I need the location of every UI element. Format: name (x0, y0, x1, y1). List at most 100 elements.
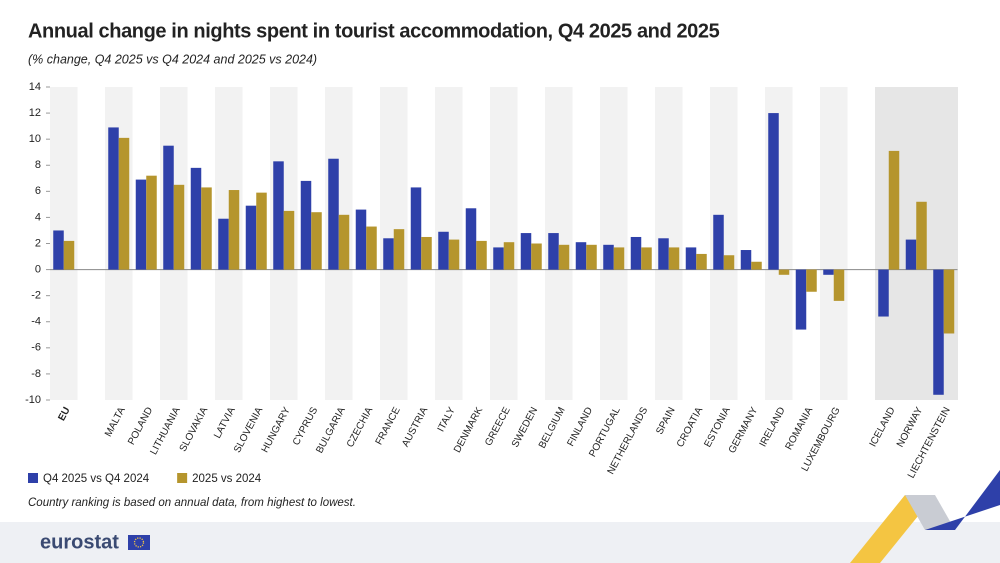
bar (751, 261, 762, 270)
decor (850, 495, 935, 563)
y-tick-label: 2 (35, 237, 41, 249)
bar (768, 113, 779, 270)
chart-title: Annual change in nights spent in tourist… (28, 20, 720, 42)
x-tick-label: CROATIA (675, 405, 705, 449)
bar (338, 214, 350, 270)
y-tick-label: -4 (31, 316, 41, 328)
bar (586, 244, 597, 270)
bar (228, 190, 240, 270)
bar (493, 247, 504, 270)
bar (878, 269, 889, 317)
x-tick-label: POLAND (126, 405, 155, 446)
x-tick-label: IRELAND (758, 405, 788, 448)
x-tick-label: GREECE (483, 405, 513, 448)
chart-subtitle: (% change, Q4 2025 vs Q4 2024 and 2025 v… (28, 52, 317, 66)
legend-label: Q4 2025 vs Q4 2024 (43, 473, 150, 485)
x-tick-label: BULGARIA (314, 405, 348, 455)
bar (723, 255, 735, 270)
bar (575, 242, 587, 270)
bar (806, 269, 817, 292)
x-tick-label: FINLAND (565, 405, 595, 448)
bar (685, 247, 697, 270)
bar (421, 236, 432, 270)
bar (465, 208, 477, 270)
bar (778, 269, 790, 275)
x-tick-label: FRANCE (374, 405, 403, 447)
y-tick-label: 8 (35, 159, 41, 171)
bar (118, 137, 130, 270)
x-tick-label: SPAIN (654, 405, 677, 436)
bar (163, 145, 174, 270)
y-tick-label: 6 (35, 185, 41, 197)
y-tick-label: -8 (31, 368, 41, 380)
bar (146, 175, 157, 270)
bar (438, 231, 449, 270)
bar (135, 179, 147, 270)
x-tick-label: ROMANIA (784, 405, 816, 452)
note: Country ranking is based on annual data,… (28, 497, 356, 509)
x-tick-label: EU (56, 405, 72, 422)
bar (696, 253, 707, 270)
bar (795, 269, 807, 330)
bar (201, 187, 212, 270)
x-tick-label: GERMANY (727, 405, 761, 455)
bar (613, 247, 625, 270)
stripe (820, 87, 848, 400)
bar (740, 250, 752, 270)
x-tick-label: SWEDEN (510, 405, 540, 449)
bar (943, 269, 955, 334)
y-tick-label: 4 (35, 211, 41, 223)
bar (63, 240, 75, 270)
legend-swatch (28, 473, 38, 483)
y-tick-label: -6 (31, 342, 41, 354)
y-tick-label: 0 (35, 263, 41, 275)
bar (328, 158, 339, 270)
bar (548, 233, 559, 270)
y-tick-label: 10 (29, 133, 41, 145)
bar (833, 269, 845, 301)
bar (410, 187, 422, 270)
bar (476, 240, 487, 270)
bar (916, 201, 927, 270)
bar (658, 238, 669, 270)
x-tick-label: BELGIUM (537, 405, 568, 450)
bar (713, 214, 724, 270)
bar (173, 184, 185, 270)
bar (108, 127, 119, 270)
bar (668, 247, 680, 270)
legend-label: 2025 vs 2024 (192, 473, 262, 485)
x-tick-label: ESTONIA (702, 405, 732, 449)
bar (823, 269, 834, 275)
bar (245, 205, 257, 270)
y-tick-label: 14 (29, 81, 41, 93)
x-tick-label: DENMARK (452, 405, 485, 455)
x-tick-label: SLOVAKIA (178, 405, 211, 453)
logo: eurostat (40, 531, 119, 553)
x-tick-label: HUNGARY (260, 405, 293, 454)
bar (53, 230, 64, 270)
bar (393, 229, 405, 270)
stripe (600, 87, 628, 400)
bar (283, 210, 295, 270)
bar (531, 243, 542, 270)
bar (311, 212, 322, 270)
x-tick-label: CZECHIA (345, 405, 375, 449)
y-tick-label: -10 (25, 394, 41, 406)
x-tick-label: AUSTRIA (400, 405, 430, 449)
bar (888, 150, 900, 270)
bar (558, 244, 570, 270)
x-tick-label: LATVIA (212, 405, 238, 440)
bar (520, 233, 532, 270)
bar (448, 239, 460, 270)
bar (190, 167, 202, 270)
eu-flag (128, 535, 150, 550)
x-tick-label: CYPRUS (291, 405, 320, 447)
x-tick-label: ICELAND (868, 405, 898, 448)
y-tick-label: 12 (29, 107, 41, 119)
bar (905, 239, 917, 270)
x-tick-label: MALTA (103, 405, 128, 439)
bar (603, 244, 614, 270)
bar (641, 247, 652, 270)
footer-band (0, 522, 1000, 563)
